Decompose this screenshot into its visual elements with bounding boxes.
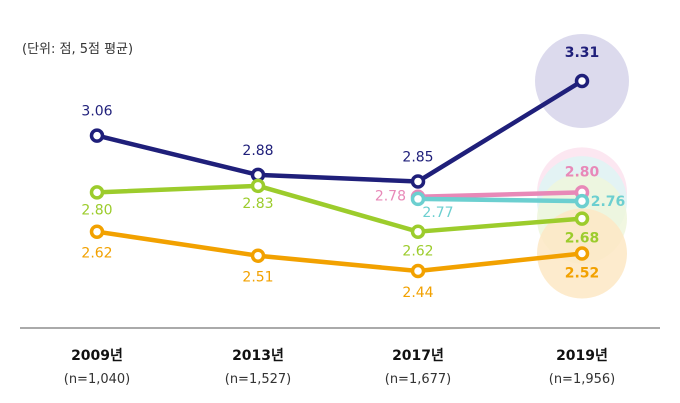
unit-note: (단위: 점, 5점 평균) bbox=[22, 42, 134, 57]
x-tick-label: 2009년 bbox=[71, 348, 123, 364]
data-point bbox=[410, 191, 426, 207]
data-points bbox=[89, 73, 590, 279]
x-tick-label: 2013년 bbox=[232, 348, 284, 364]
data-point bbox=[574, 211, 590, 226]
x-tick-label: 2017년 bbox=[392, 348, 444, 364]
data-label: 2.44 bbox=[402, 285, 433, 301]
data-point bbox=[250, 248, 266, 263]
data-label: 2.62 bbox=[402, 244, 433, 260]
x-tick-label: 2019년 bbox=[556, 348, 608, 364]
data-label: 2.52 bbox=[565, 266, 600, 282]
data-label: 2.85 bbox=[402, 149, 433, 165]
x-sample-size: (n=1,040) bbox=[64, 372, 131, 387]
data-point bbox=[574, 193, 590, 209]
series-line bbox=[94, 229, 585, 274]
data-label: 2.68 bbox=[565, 231, 600, 247]
x-sample-size: (n=1,527) bbox=[225, 372, 292, 387]
data-point bbox=[410, 263, 426, 279]
series-line bbox=[94, 78, 585, 184]
x-sample-size: (n=1,677) bbox=[385, 372, 452, 387]
data-point bbox=[574, 73, 590, 89]
data-label: 2.76 bbox=[591, 194, 626, 210]
data-labels: 3.06 2.88 2.85 3.31 2.80 2.83 2.62 2.68 2.62 2.51… bbox=[81, 45, 625, 301]
data-label: 2.77 bbox=[422, 205, 453, 221]
data-point bbox=[89, 185, 105, 200]
data-label: 2.62 bbox=[81, 246, 112, 262]
data-point bbox=[574, 246, 590, 261]
data-point bbox=[410, 224, 426, 239]
series-line bbox=[415, 196, 585, 204]
series-line bbox=[415, 190, 585, 199]
data-label: 2.80 bbox=[565, 164, 600, 180]
data-point bbox=[410, 174, 426, 189]
data-point bbox=[250, 178, 266, 194]
data-label: 3.31 bbox=[565, 45, 600, 61]
x-axis-labels: 2009년 (n=1,040) 2013년 (n=1,527) 2017년 (n=1,67… bbox=[64, 348, 616, 387]
data-label: 3.06 bbox=[81, 104, 112, 120]
series-lines bbox=[94, 78, 585, 274]
x-sample-size: (n=1,956) bbox=[549, 372, 616, 387]
data-point bbox=[89, 128, 105, 143]
data-label: 2.51 bbox=[242, 270, 273, 286]
data-label: 2.83 bbox=[242, 196, 273, 212]
data-label: 2.80 bbox=[81, 202, 112, 218]
data-label: 2.78 bbox=[375, 189, 406, 205]
data-label: 2.88 bbox=[242, 143, 273, 159]
data-point bbox=[89, 224, 105, 239]
series-line bbox=[94, 183, 585, 234]
